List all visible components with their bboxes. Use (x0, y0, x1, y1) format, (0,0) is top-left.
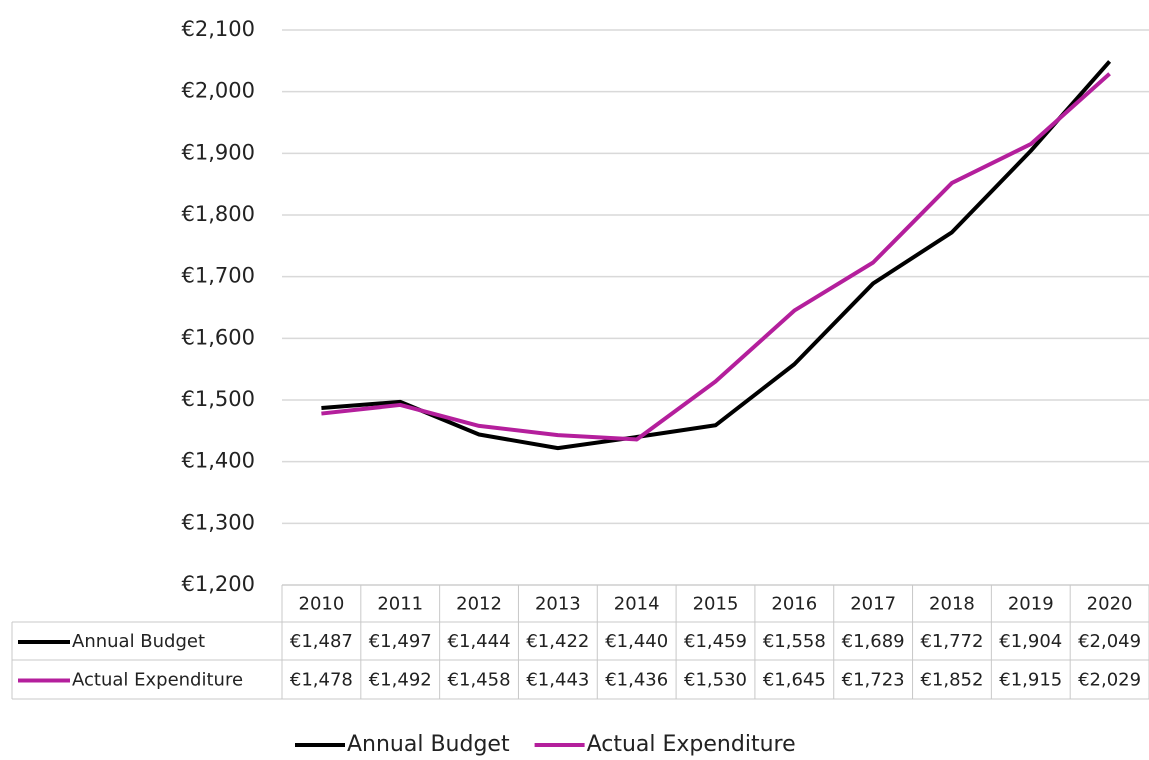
table-value: €1,440 (605, 631, 668, 652)
table-value: €1,478 (290, 670, 353, 691)
table-value: €2,049 (1078, 631, 1141, 652)
table-value: €1,530 (684, 670, 747, 691)
table-series-name: Actual Expenditure (72, 670, 243, 691)
table-value: €2,029 (1078, 670, 1141, 691)
table-value: €1,422 (526, 631, 589, 652)
table-value: €1,458 (448, 670, 511, 691)
table-series-name: Annual Budget (72, 631, 205, 652)
table-value: €1,915 (999, 670, 1062, 691)
y-tick-label: €1,600 (182, 325, 255, 349)
y-tick-label: €2,000 (182, 79, 255, 103)
table-value: €1,645 (763, 670, 826, 691)
x-tick-label: 2020 (1087, 594, 1133, 615)
table-value: €1,497 (369, 631, 432, 652)
table-value: €1,487 (290, 631, 353, 652)
y-tick-label: €1,700 (182, 264, 255, 288)
series-line (321, 60, 1112, 451)
table-value: €1,689 (842, 631, 905, 652)
x-tick-label: 2014 (614, 594, 660, 615)
x-tick-label: 2018 (929, 594, 975, 615)
table-value: €1,904 (999, 631, 1062, 652)
x-tick-label: 2010 (299, 594, 345, 615)
table-value: €1,444 (448, 631, 511, 652)
x-tick-label: 2012 (456, 594, 502, 615)
y-tick-label: €1,800 (182, 202, 255, 226)
x-tick-label: 2013 (535, 594, 581, 615)
y-tick-label: €1,900 (182, 140, 255, 164)
x-tick-label: 2017 (850, 594, 896, 615)
table-value: €1,443 (526, 670, 589, 691)
table-value: €1,852 (920, 670, 983, 691)
table-value: €1,558 (763, 631, 826, 652)
x-tick-label: 2015 (693, 594, 739, 615)
table-value: €1,459 (684, 631, 747, 652)
legend-label: Actual Expenditure (587, 732, 796, 757)
y-tick-label: €2,100 (182, 17, 255, 41)
x-tick-label: 2011 (377, 594, 423, 615)
table-value: €1,436 (605, 670, 668, 691)
y-tick-label: €1,400 (182, 449, 255, 473)
y-tick-label: €1,500 (182, 387, 255, 411)
legend-label: Annual Budget (347, 732, 510, 757)
y-tick-label: €1,200 (182, 572, 255, 596)
x-tick-label: 2019 (1008, 594, 1054, 615)
y-tick-label: €1,300 (182, 510, 255, 534)
x-tick-label: 2016 (771, 594, 817, 615)
table-value: €1,723 (842, 670, 905, 691)
series-line (321, 72, 1111, 442)
table-value: €1,772 (920, 631, 983, 652)
table-value: €1,492 (369, 670, 432, 691)
